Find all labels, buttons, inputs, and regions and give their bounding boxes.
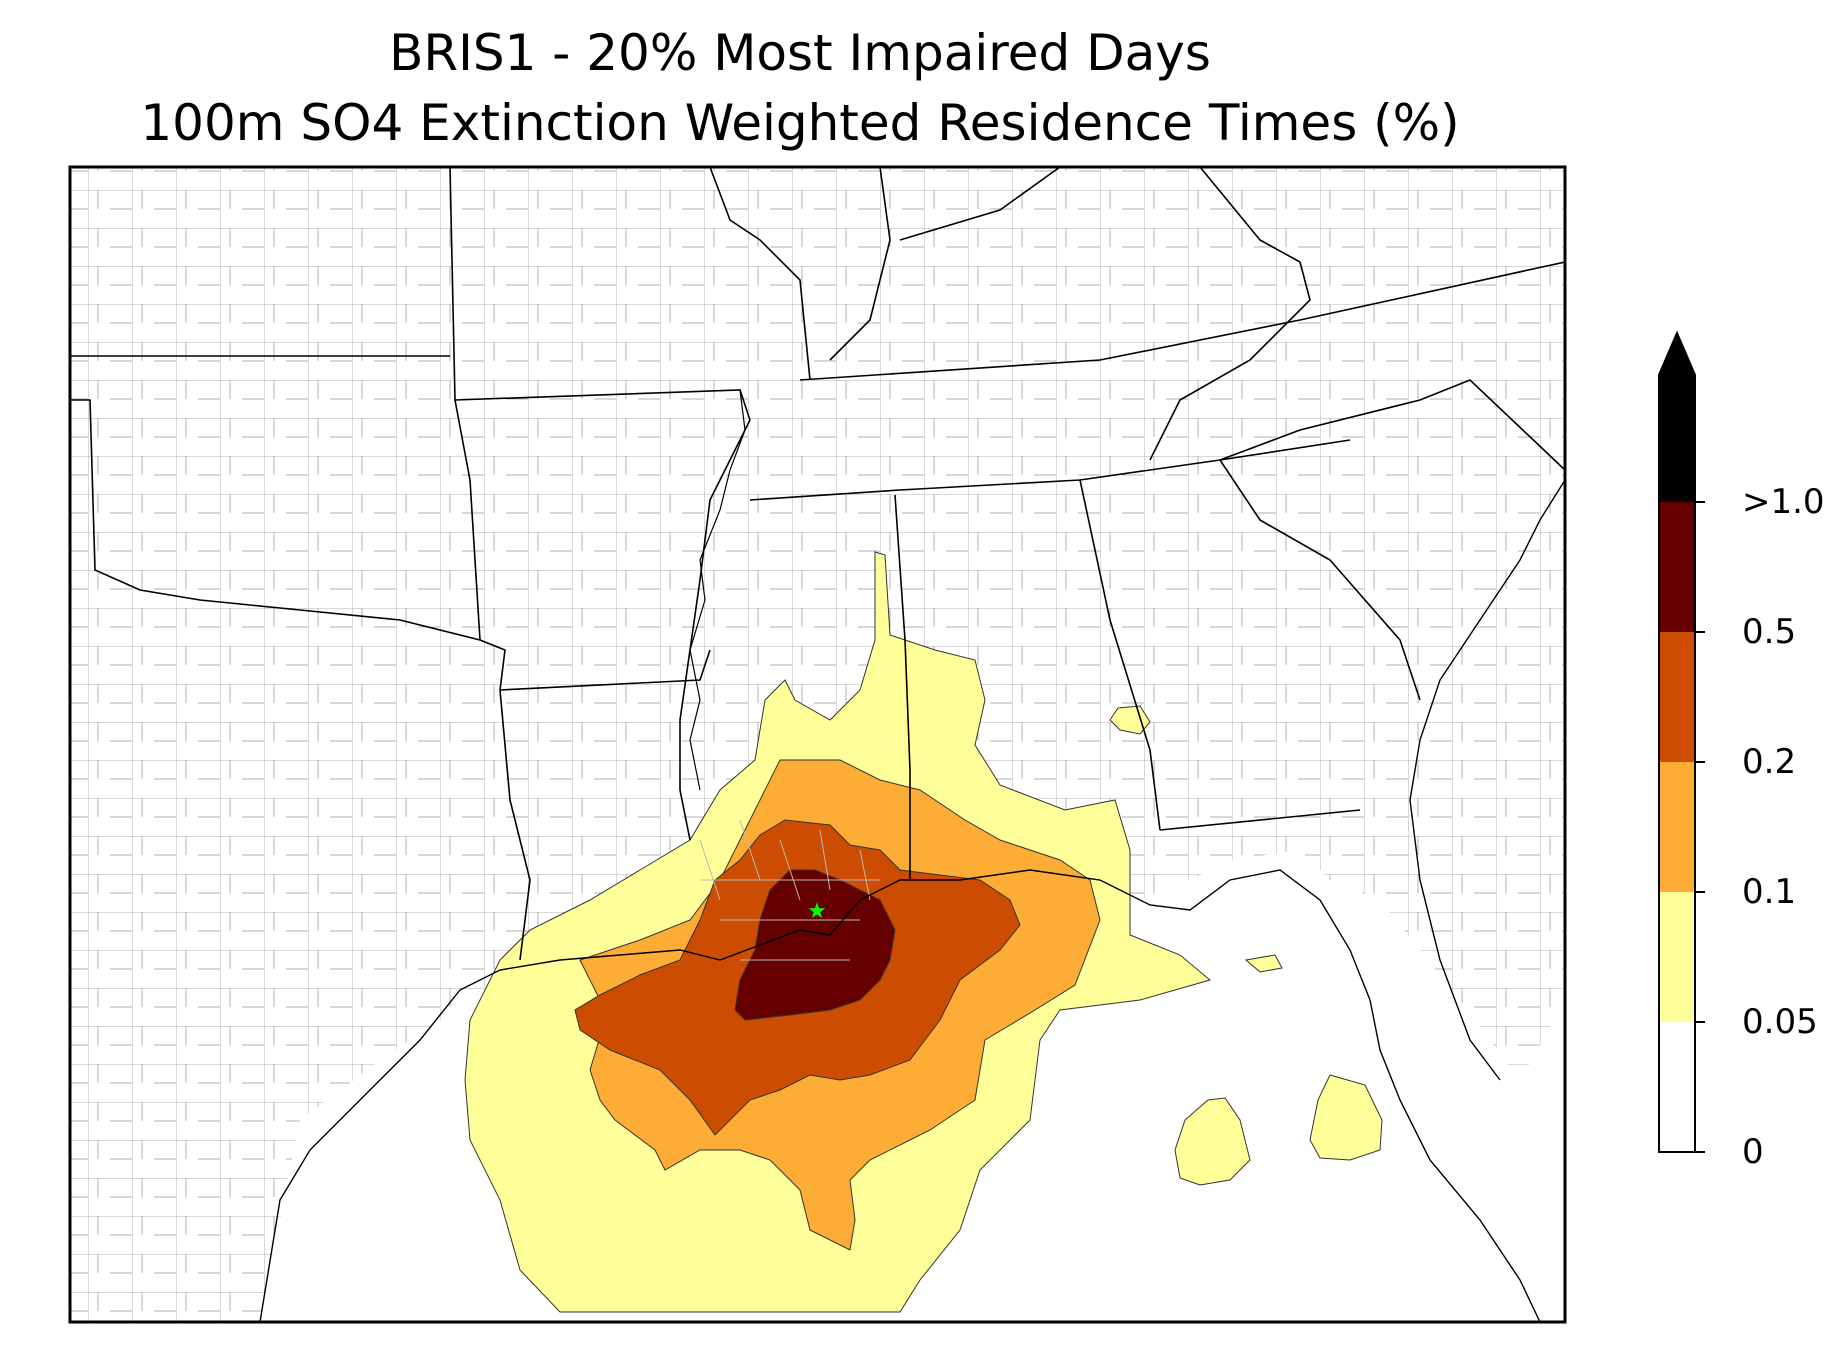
- colorbar-bin-1: [1659, 892, 1695, 1022]
- site-marker-icon: ★: [807, 899, 827, 924]
- state-borders: [70, 167, 1565, 961]
- colorbar-tick-label-4: 0.5: [1742, 612, 1797, 652]
- county-lines-over-contours: [699, 819, 880, 961]
- mississippi-river: [689, 389, 746, 791]
- colorbar-tick-label-2: 0.1: [1742, 872, 1797, 912]
- contour-island-2: [1244, 954, 1283, 973]
- colorbar-outline: [1658, 330, 1696, 1153]
- map-area: ★: [70, 167, 1565, 1322]
- colorbar-extend-arrow: [1659, 333, 1695, 375]
- colorbar-tick-label-5: >1.0: [1742, 482, 1825, 522]
- colorbar-bin-0: [1659, 1022, 1695, 1152]
- colorbar-tick-label-1: 0.05: [1742, 1002, 1818, 1042]
- colorbar-ticks: [1695, 501, 1705, 1153]
- colorbar-tick-label-3: 0.2: [1742, 742, 1797, 782]
- map-frame: [68, 165, 1567, 1324]
- map-title-line-2: 100m SO4 Extinction Weighted Residence T…: [140, 94, 1460, 152]
- contour-0.5-1.0: [734, 869, 896, 1021]
- colorbar-bin-3: [1659, 632, 1695, 762]
- colorbar-tick-label-0: 0: [1742, 1132, 1764, 1172]
- atlantic-coast: [1409, 479, 1565, 1081]
- colorbar-bin-5: [1659, 375, 1695, 502]
- colorbar-bin-2: [1659, 762, 1695, 892]
- colorbar: [1658, 330, 1705, 1153]
- map-title-line-1: BRIS1 - 20% Most Impaired Days: [389, 24, 1211, 82]
- contour-island-1: [1109, 705, 1151, 735]
- contour-island-3: [1174, 1097, 1251, 1186]
- coastline: [259, 869, 1541, 1322]
- colorbar-bin-4: [1659, 502, 1695, 632]
- contour-island-4: [1309, 1074, 1383, 1161]
